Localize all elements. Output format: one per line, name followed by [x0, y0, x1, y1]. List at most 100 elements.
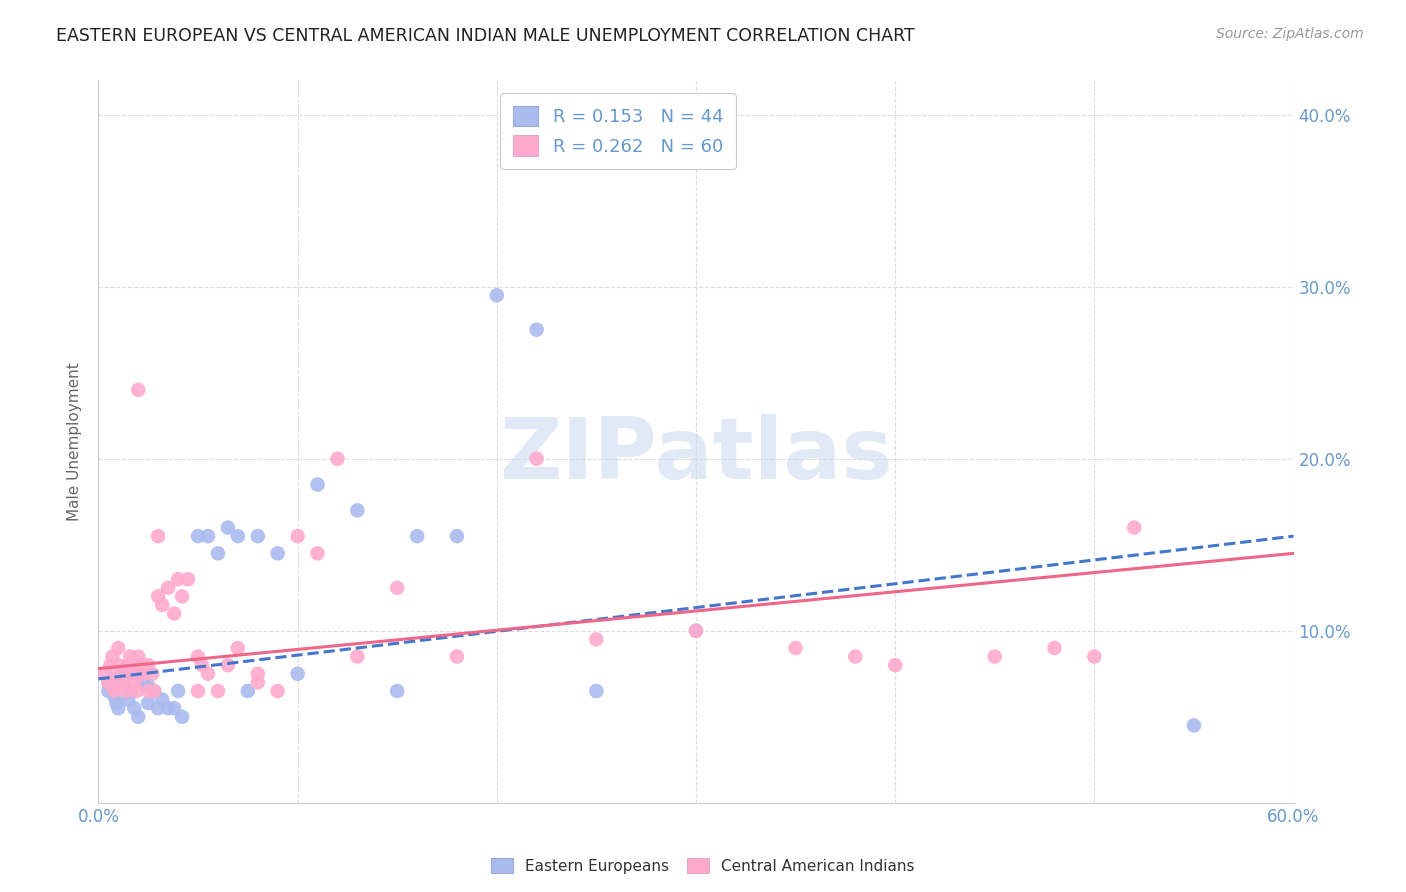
- Text: EASTERN EUROPEAN VS CENTRAL AMERICAN INDIAN MALE UNEMPLOYMENT CORRELATION CHART: EASTERN EUROPEAN VS CENTRAL AMERICAN IND…: [56, 27, 915, 45]
- Point: [136, 658, 159, 673]
- Point: [187, 529, 209, 543]
- Point: [685, 624, 707, 638]
- Point: [125, 684, 148, 698]
- Point: [785, 640, 807, 655]
- Point: [103, 672, 125, 686]
- Point: [111, 672, 134, 686]
- Point: [526, 323, 548, 337]
- Point: [105, 696, 128, 710]
- Point: [236, 684, 259, 698]
- Point: [111, 666, 134, 681]
- Point: [101, 649, 124, 664]
- Point: [107, 675, 129, 690]
- Point: [136, 679, 159, 693]
- Point: [148, 590, 170, 604]
- Point: [112, 675, 135, 690]
- Point: [127, 666, 149, 681]
- Point: [385, 581, 409, 595]
- Point: [101, 679, 124, 693]
- Point: [172, 590, 194, 604]
- Point: [884, 658, 907, 673]
- Point: [103, 689, 125, 703]
- Point: [585, 684, 607, 698]
- Point: [107, 640, 129, 655]
- Point: [98, 658, 122, 673]
- Point: [217, 520, 239, 534]
- Point: [526, 451, 548, 466]
- Point: [163, 607, 186, 621]
- Point: [1083, 649, 1105, 664]
- Point: [217, 658, 239, 673]
- Point: [287, 666, 309, 681]
- Point: [1182, 718, 1205, 732]
- Y-axis label: Male Unemployment: Male Unemployment: [66, 362, 82, 521]
- Point: [143, 684, 166, 698]
- Point: [120, 649, 142, 664]
- Point: [246, 675, 269, 690]
- Point: [97, 675, 120, 690]
- Point: [107, 701, 129, 715]
- Point: [187, 684, 209, 698]
- Point: [246, 529, 269, 543]
- Point: [157, 701, 180, 715]
- Point: [97, 675, 120, 690]
- Point: [112, 679, 135, 693]
- Point: [150, 692, 173, 706]
- Text: ZIPatlas: ZIPatlas: [499, 415, 893, 498]
- Point: [103, 684, 125, 698]
- Point: [226, 529, 249, 543]
- Point: [187, 649, 209, 664]
- Point: [446, 529, 468, 543]
- Point: [197, 666, 219, 681]
- Point: [167, 572, 190, 586]
- Point: [117, 692, 139, 706]
- Point: [105, 679, 128, 693]
- Point: [157, 581, 180, 595]
- Point: [385, 684, 409, 698]
- Point: [326, 451, 349, 466]
- Point: [148, 701, 170, 715]
- Point: [136, 696, 159, 710]
- Point: [1123, 520, 1146, 534]
- Point: [148, 529, 170, 543]
- Point: [136, 684, 159, 698]
- Point: [307, 477, 329, 491]
- Point: [127, 649, 149, 664]
- Point: [141, 666, 163, 681]
- Point: [143, 684, 166, 698]
- Point: [115, 684, 138, 698]
- Point: [120, 684, 142, 698]
- Point: [685, 624, 707, 638]
- Point: [446, 649, 468, 664]
- Point: [307, 546, 329, 560]
- Point: [226, 640, 249, 655]
- Point: [150, 598, 173, 612]
- Point: [177, 572, 200, 586]
- Point: [93, 666, 115, 681]
- Point: [117, 666, 139, 681]
- Point: [267, 684, 290, 698]
- Point: [167, 684, 190, 698]
- Point: [117, 658, 139, 673]
- Point: [267, 546, 290, 560]
- Point: [172, 710, 194, 724]
- Point: [191, 658, 214, 673]
- Point: [585, 632, 607, 647]
- Legend: R = 0.153   N = 44, R = 0.262   N = 60: R = 0.153 N = 44, R = 0.262 N = 60: [501, 93, 737, 169]
- Point: [131, 675, 153, 690]
- Point: [107, 658, 129, 673]
- Point: [346, 649, 368, 664]
- Point: [984, 649, 1007, 664]
- Point: [127, 383, 149, 397]
- Point: [207, 546, 229, 560]
- Point: [207, 684, 229, 698]
- Point: [127, 658, 149, 673]
- Point: [134, 666, 156, 681]
- Point: [844, 649, 866, 664]
- Point: [124, 675, 146, 690]
- Point: [121, 666, 143, 681]
- Point: [124, 701, 146, 715]
- Point: [163, 701, 186, 715]
- Point: [127, 710, 149, 724]
- Point: [246, 666, 269, 681]
